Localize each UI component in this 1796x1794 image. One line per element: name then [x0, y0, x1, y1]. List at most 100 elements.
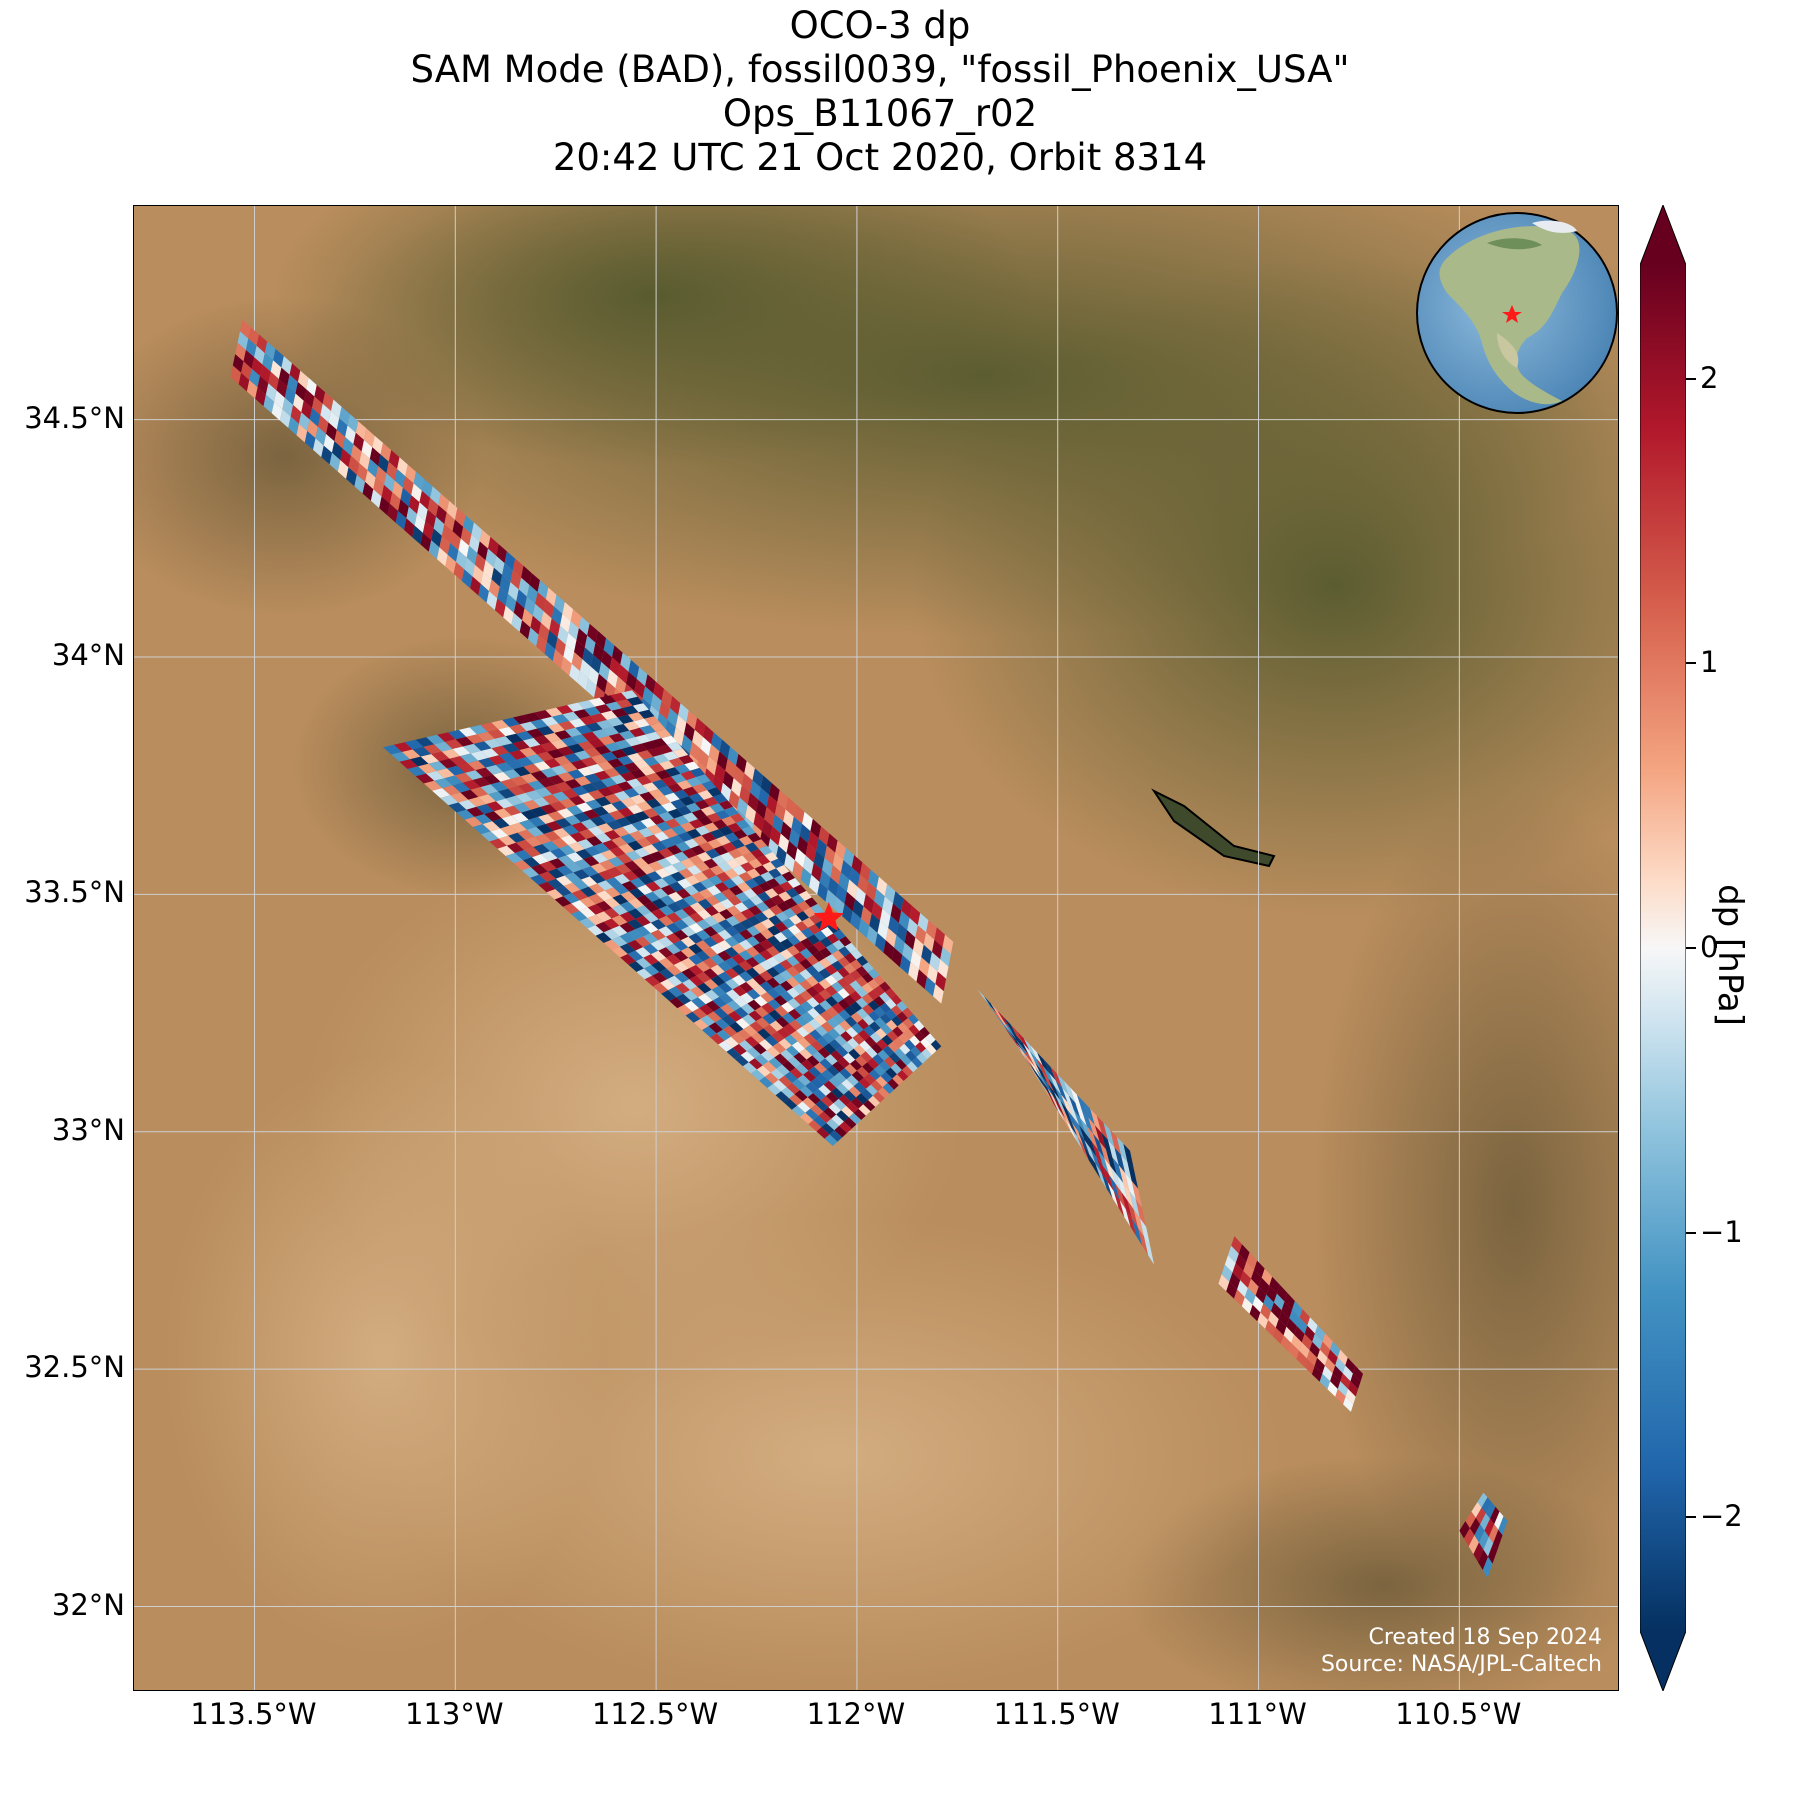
swath-cell	[885, 1009, 897, 1020]
swath-cell	[571, 786, 589, 796]
swath-cell	[516, 757, 534, 767]
swath-cell	[491, 567, 503, 587]
swath-cell	[873, 975, 885, 986]
swath-cell	[907, 918, 918, 938]
swath-cell	[571, 652, 583, 672]
swath-cell	[498, 726, 516, 737]
swath-cell	[545, 784, 562, 795]
swath-cell	[1350, 1373, 1361, 1390]
swath-cell	[809, 874, 820, 895]
swath-cell	[831, 981, 844, 993]
swath-cell	[851, 1097, 864, 1109]
swath-cell	[748, 858, 763, 869]
swath-cell	[561, 788, 579, 799]
swath-cell	[479, 529, 491, 549]
swath-cell	[301, 400, 312, 420]
swath-cell	[554, 730, 572, 740]
swath-cell	[1085, 1133, 1097, 1158]
swath-cell	[673, 950, 689, 962]
swath-cell	[861, 983, 874, 994]
swath-cell	[599, 695, 617, 705]
swath-cell	[997, 1013, 1010, 1032]
swath-cell	[635, 947, 651, 958]
swath-cell	[896, 1011, 908, 1023]
swath-cell	[432, 788, 451, 798]
swath-cell	[984, 998, 998, 1017]
swath-cell	[839, 1020, 852, 1032]
swath-cell	[354, 474, 366, 494]
swath-cell	[562, 711, 580, 721]
swath-cell	[1101, 1132, 1113, 1158]
swath-cell	[437, 732, 456, 742]
swath-cell	[714, 882, 729, 893]
swath-cell	[1096, 1157, 1108, 1183]
swath-cell	[485, 765, 504, 775]
swath-cell	[643, 901, 660, 913]
swath-cell	[818, 968, 832, 979]
swath-cell	[710, 922, 726, 934]
swath-cell	[1488, 1543, 1498, 1564]
swath-cell	[868, 1010, 880, 1022]
swath-cell	[569, 718, 586, 728]
swath-cell	[1299, 1342, 1310, 1359]
swath-cell	[671, 861, 687, 872]
swath-cell	[536, 634, 547, 654]
swath-cell	[812, 1051, 825, 1063]
swath-cell	[452, 519, 464, 539]
swath-cell	[712, 775, 723, 795]
map-area[interactable]: Created 18 Sep 2024 Source: NASA/JPL-Cal…	[133, 205, 1619, 1691]
swath-cell	[892, 1074, 904, 1086]
swath-cell	[806, 997, 820, 1008]
swath-cell	[805, 1108, 819, 1120]
swath-cell	[850, 959, 862, 970]
map-canvas[interactable]	[134, 206, 1619, 1691]
swath-cell	[1488, 1524, 1499, 1544]
swath-cell	[720, 852, 735, 863]
swath-cell	[642, 782, 659, 792]
swath-cell	[1059, 1105, 1072, 1128]
swath-cell	[843, 963, 856, 974]
swath-cell	[671, 825, 687, 836]
swath-cell	[578, 616, 590, 636]
swath-cell	[612, 645, 623, 665]
swath-cell	[710, 954, 725, 965]
swath-cell	[468, 797, 487, 807]
swath-cell	[564, 753, 581, 763]
swath-cell	[738, 835, 754, 846]
swath-cell	[380, 442, 392, 462]
swath-cell	[800, 1112, 814, 1125]
swath-cell	[611, 915, 628, 926]
swath-cell	[595, 630, 607, 650]
swath-cell	[932, 939, 943, 960]
swath-cell	[720, 782, 732, 803]
swath-cell	[748, 1010, 763, 1022]
swath-cell	[245, 338, 257, 358]
swath-cell	[1469, 1517, 1481, 1536]
swath-cell	[1138, 1227, 1149, 1256]
swath-cell	[469, 534, 480, 554]
swath-cell	[858, 918, 870, 938]
swath-cell	[779, 881, 794, 892]
swath-cell	[676, 888, 691, 899]
swath-cell	[627, 712, 645, 722]
swath-cell	[853, 1081, 866, 1094]
swath-cell	[684, 761, 700, 771]
swath-cell	[673, 851, 689, 862]
swath-cell	[624, 814, 641, 824]
swath-cell	[855, 886, 866, 907]
swath-cell	[241, 361, 252, 381]
swath-cell	[587, 764, 604, 774]
swath-cell	[1123, 1183, 1134, 1210]
swath-cell	[633, 718, 650, 728]
swath-cell	[801, 1059, 814, 1071]
swath-cell	[613, 884, 629, 895]
swath-cell	[578, 741, 595, 751]
swath-cell	[619, 730, 636, 740]
swath-cell	[353, 432, 364, 452]
swath-cell	[792, 962, 806, 974]
swath-cell	[638, 827, 654, 838]
swath-cell	[837, 1057, 850, 1069]
swath-cell	[832, 940, 845, 951]
swath-cell	[850, 911, 861, 931]
swath-cell	[806, 944, 820, 956]
